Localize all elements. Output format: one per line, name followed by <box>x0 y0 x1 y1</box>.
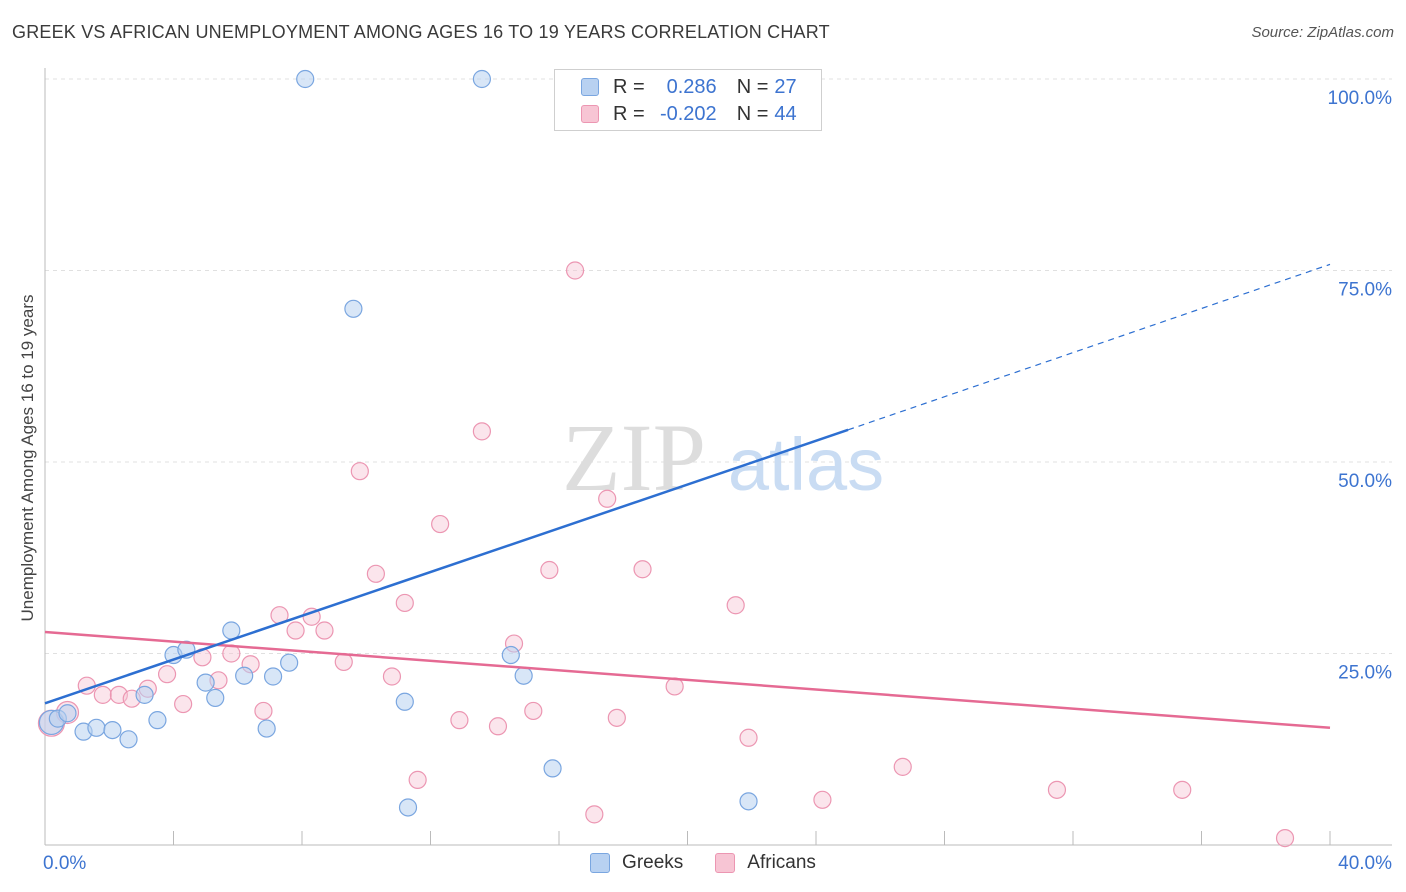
africans-point <box>174 694 193 714</box>
africans-point <box>565 261 585 280</box>
africans-point <box>408 770 427 789</box>
greeks-point <box>514 666 533 685</box>
africans-point <box>540 560 559 580</box>
legend-greeks-swatch <box>590 853 611 873</box>
africans-point <box>598 489 617 508</box>
greeks-point <box>119 730 138 749</box>
greeks-point <box>395 692 414 711</box>
greeks-point <box>196 673 215 692</box>
gridlines <box>45 78 1392 654</box>
greeks-point <box>543 759 562 778</box>
africans-point <box>315 621 334 640</box>
africans-point <box>813 790 832 809</box>
legend-africans-swatch <box>715 853 736 873</box>
greeks-point <box>501 645 520 665</box>
legend-item-greeks: Greeks <box>590 852 683 874</box>
greeks-r-value: 0.286 <box>666 75 717 98</box>
africans-point <box>450 711 469 730</box>
watermark-zip: ZIP <box>562 404 706 511</box>
legend-row-africans: R = -0.202 N = 44 <box>555 101 797 127</box>
africans-point <box>302 607 321 626</box>
africans-point <box>1047 780 1067 799</box>
greeks-swatch <box>581 78 599 96</box>
africans-r-label: R = <box>613 102 645 125</box>
tick-labels: 25.0% 50.0% 75.0% 100.0% 0.0% 40.0% <box>43 88 1392 874</box>
africans-point <box>1275 829 1295 848</box>
africans-point <box>726 596 745 615</box>
africans-point <box>286 621 305 640</box>
greeks-point <box>148 711 167 730</box>
africans-n-value: 44 <box>774 102 797 125</box>
africans-r-value: -0.202 <box>659 102 717 125</box>
legend-africans-label: Africans <box>747 852 816 873</box>
greeks-point <box>263 667 283 686</box>
greeks-point <box>257 719 276 738</box>
africans-point <box>633 560 652 579</box>
greeks-trend-line <box>44 428 849 705</box>
africans-point <box>254 701 273 721</box>
source-label: Source: ZipAtlas.com <box>1251 24 1394 41</box>
trend-lines <box>44 263 1331 730</box>
legend-item-africans: Africans <box>715 852 816 874</box>
africans-point <box>585 805 604 824</box>
greeks-point <box>222 621 241 640</box>
africans-point <box>350 462 369 481</box>
x-tick-label-max: 40.0% <box>1338 853 1392 874</box>
y-tick-label: 25.0% <box>1338 663 1392 684</box>
greeks-point <box>235 666 254 685</box>
greeks-r-label: R = <box>613 75 645 98</box>
africans-n-label: N = <box>736 102 769 125</box>
africans-point <box>93 685 112 704</box>
africans-point <box>739 728 758 747</box>
greeks-point <box>472 69 491 89</box>
africans-point <box>524 701 543 721</box>
y-tick-label: 50.0% <box>1338 471 1392 492</box>
africans-point <box>431 514 450 534</box>
africans-point <box>157 665 177 684</box>
africans-points <box>37 261 1295 848</box>
africans-point <box>607 708 626 727</box>
y-tick-label: 100.0% <box>1328 88 1393 109</box>
stats-legend: R = 0.286 N = 27 R = -0.202 N = 44 <box>554 69 822 131</box>
africans-point <box>1173 780 1192 799</box>
africans-point <box>488 717 508 736</box>
africans-point <box>366 564 385 583</box>
chart-title: GREEK VS AFRICAN UNEMPLOYMENT AMONG AGES… <box>12 22 830 42</box>
africans-point <box>472 422 491 441</box>
greeks-point <box>739 792 758 811</box>
africans-point <box>395 593 414 613</box>
legend-greeks-label: Greeks <box>622 852 684 873</box>
greeks-point <box>344 299 363 318</box>
greeks-point <box>206 688 225 708</box>
series-legend: Greeks Africans <box>0 852 1406 874</box>
greeks-point <box>87 718 106 737</box>
greeks-point <box>135 685 154 704</box>
greeks-n-label: N = <box>736 75 769 98</box>
greeks-point <box>296 69 315 89</box>
africans-swatch <box>581 105 599 123</box>
greeks-point <box>103 720 122 740</box>
x-tick-label-min: 0.0% <box>43 853 86 874</box>
greeks-point <box>280 653 299 672</box>
watermark: ZIP atlas <box>562 404 884 511</box>
africans-point <box>382 667 402 686</box>
watermark-atlas: atlas <box>728 423 884 506</box>
africans-trend-line <box>44 630 1331 730</box>
axes <box>44 68 1392 846</box>
legend-row-greeks: R = 0.286 N = 27 <box>555 74 797 100</box>
greeks-trend-extension <box>847 263 1331 431</box>
greeks-point <box>58 704 77 723</box>
y-tick-label: 75.0% <box>1338 280 1392 301</box>
greeks-n-value: 27 <box>774 75 797 98</box>
greeks-point <box>398 798 418 817</box>
africans-point <box>893 757 912 776</box>
